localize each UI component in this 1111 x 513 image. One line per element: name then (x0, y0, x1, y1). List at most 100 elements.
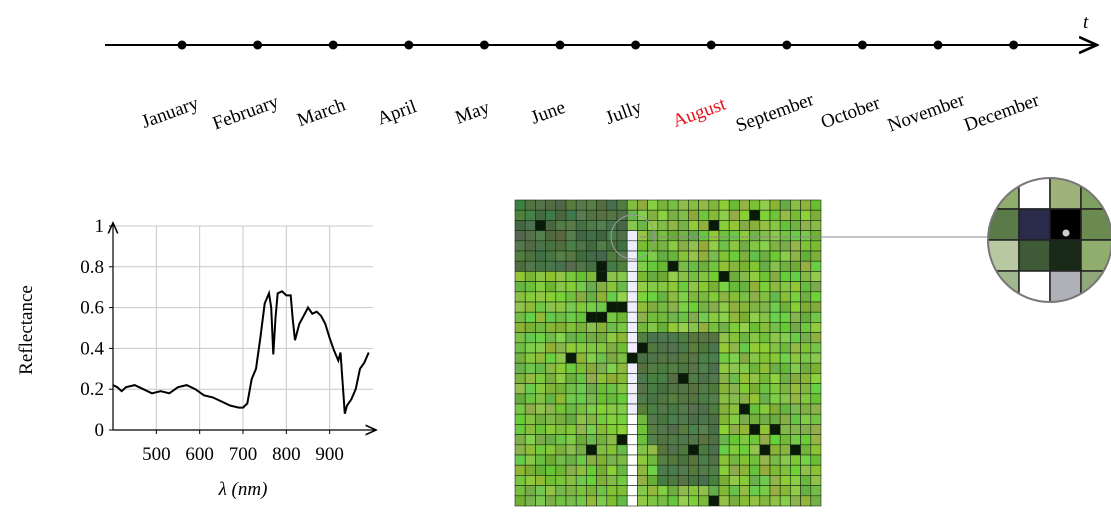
pixel (688, 394, 698, 404)
pixel (576, 373, 586, 383)
pixel (525, 333, 535, 343)
pixel (586, 312, 596, 322)
pixel (729, 455, 739, 465)
pixel (566, 241, 576, 251)
pixel (597, 210, 607, 220)
pixel (790, 363, 800, 373)
pixel (668, 465, 678, 475)
pixel (515, 445, 525, 455)
pixel (678, 241, 688, 251)
pixel (780, 475, 790, 485)
pixel (811, 241, 821, 251)
pixel (607, 333, 617, 343)
pixel (607, 384, 617, 394)
pixel (546, 343, 556, 353)
pixel (535, 333, 545, 343)
pixel (607, 343, 617, 353)
pixel (739, 363, 749, 373)
month-label: June (528, 97, 568, 129)
pixel (770, 333, 780, 343)
pixel (607, 353, 617, 363)
pixel (770, 384, 780, 394)
pixel (556, 343, 566, 353)
pixel (515, 282, 525, 292)
pixel (770, 475, 780, 485)
pixel (668, 200, 678, 210)
pixel (739, 241, 749, 251)
pixel (709, 384, 719, 394)
pixel (750, 210, 760, 220)
pixel (678, 384, 688, 394)
pixel (729, 322, 739, 332)
pixel (627, 282, 637, 292)
pixel (719, 486, 729, 496)
pixel (678, 414, 688, 424)
pixel (780, 312, 790, 322)
pixel (770, 261, 780, 271)
pixel (811, 312, 821, 322)
pixel (597, 353, 607, 363)
pixel (811, 424, 821, 434)
pixel (586, 394, 596, 404)
pixel (556, 271, 566, 281)
pixel (546, 220, 556, 230)
pixel (811, 220, 821, 230)
pixel (648, 353, 658, 363)
pixel (566, 404, 576, 414)
pixel (760, 333, 770, 343)
pixel (699, 333, 709, 343)
pixel (780, 445, 790, 455)
pixel (688, 404, 698, 414)
pixel (658, 343, 668, 353)
pixel (739, 251, 749, 261)
pixel (719, 363, 729, 373)
pixel (739, 210, 749, 220)
pixel (515, 312, 525, 322)
pixel (658, 312, 668, 322)
pixel (658, 455, 668, 465)
pixel (597, 333, 607, 343)
pixel (627, 363, 637, 373)
pixel (688, 241, 698, 251)
pixel (709, 373, 719, 383)
pixel (729, 282, 739, 292)
pixel (627, 475, 637, 485)
figure: t Reflectance λ (nm) JanuaryFebruaryMarc… (0, 0, 1111, 508)
pixel (790, 312, 800, 322)
pixel (586, 343, 596, 353)
pixel (770, 220, 780, 230)
pixel (699, 455, 709, 465)
pixel (637, 220, 647, 230)
pixel (607, 312, 617, 322)
pixel (760, 261, 770, 271)
pixel (607, 261, 617, 271)
pixel (607, 200, 617, 210)
pixel (586, 404, 596, 414)
y-tick-label: 0.6 (80, 298, 104, 319)
pixel (637, 302, 647, 312)
pixel (535, 424, 545, 434)
pixel (597, 261, 607, 271)
pixel (678, 404, 688, 414)
pixel (760, 322, 770, 332)
pixel (648, 414, 658, 424)
pixel (546, 394, 556, 404)
pixel (678, 486, 688, 496)
pixel (535, 455, 545, 465)
pixel (688, 261, 698, 271)
pixel (586, 251, 596, 261)
timeline-dot (858, 41, 867, 50)
pixel (770, 373, 780, 383)
pixel (617, 363, 627, 373)
pixel (729, 486, 739, 496)
spectrum-line (113, 291, 369, 413)
pixel (699, 445, 709, 455)
pixel (699, 241, 709, 251)
pixel (709, 404, 719, 414)
pixel (719, 414, 729, 424)
pixel (709, 424, 719, 434)
pixel (801, 312, 811, 322)
timeline-dot (404, 41, 413, 50)
pixel (627, 271, 637, 281)
pixel (688, 424, 698, 434)
